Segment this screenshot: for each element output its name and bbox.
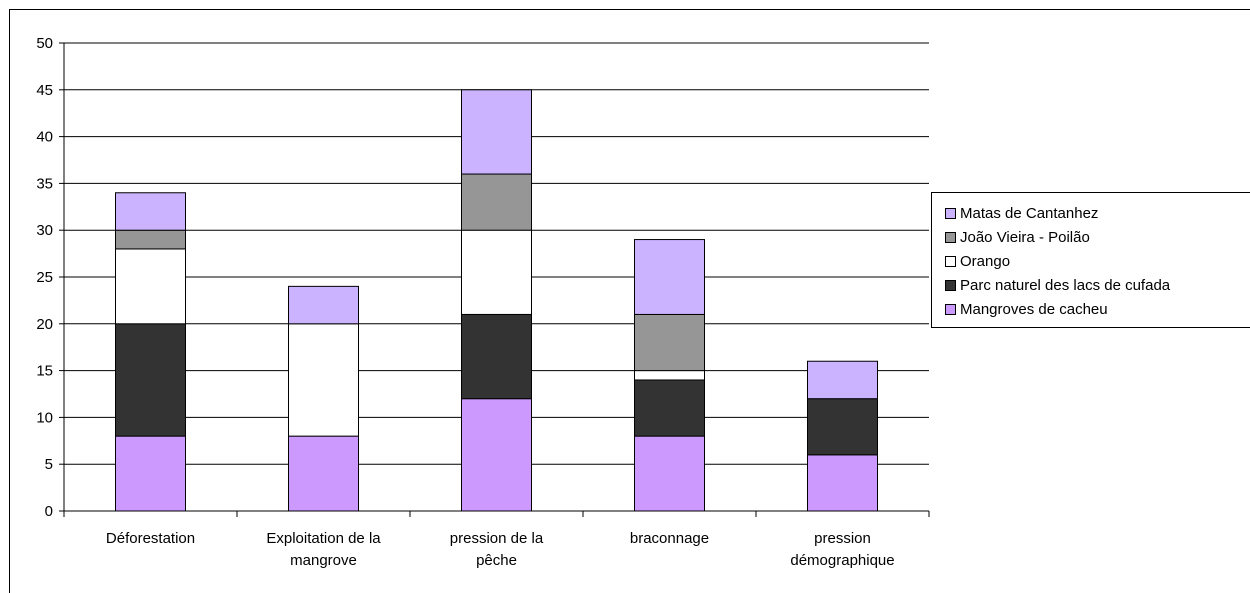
y-tick-label: 5	[45, 456, 53, 473]
bar-segment	[461, 229, 532, 315]
x-category-label: Déforestation	[106, 530, 195, 547]
y-tick-label: 15	[36, 363, 53, 380]
bar-segment	[461, 89, 532, 175]
bar-segment	[807, 398, 878, 456]
bar-segment	[115, 229, 186, 250]
bar-segment	[461, 313, 532, 400]
bar-segment	[461, 398, 532, 512]
legend-item: Parc naturel des lacs de cufada	[945, 275, 1170, 295]
legend-swatch	[945, 279, 956, 291]
legend-label: Matas de Cantanhez	[960, 204, 1099, 222]
legend: Matas de Cantanhez João Vieira - Poilão Or…	[931, 192, 1250, 328]
legend-label: Mangroves de cacheu	[960, 300, 1108, 318]
bar-segment	[288, 435, 359, 512]
y-tick-label: 35	[36, 175, 53, 192]
y-tick-label: 10	[36, 409, 53, 426]
legend-label: Parc naturel des lacs de cufada	[960, 276, 1171, 294]
y-tick-label: 30	[36, 222, 53, 239]
legend-item: Orango	[945, 251, 1010, 271]
y-tick-label: 0	[45, 503, 53, 520]
y-tick-label: 50	[36, 35, 53, 52]
bar-segment	[634, 370, 705, 381]
bar-segment	[115, 323, 186, 437]
y-tick-label: 20	[36, 316, 53, 333]
chart-area	[9, 9, 1250, 593]
legend-label: Orango	[960, 252, 1011, 270]
bar-segment	[807, 454, 878, 512]
bar-segment	[807, 360, 878, 400]
x-category-label: pression	[814, 530, 871, 547]
bar-segment	[461, 173, 532, 231]
legend-item: João Vieira - Poilão	[945, 227, 1090, 247]
legend-swatch	[945, 255, 956, 267]
x-category-label: Exploitation de la	[266, 530, 381, 547]
y-tick-label: 40	[36, 129, 53, 146]
legend-item: Mangroves de cacheu	[945, 299, 1108, 319]
legend-swatch	[945, 207, 956, 219]
x-category-label: mangrove	[290, 552, 357, 569]
y-tick-label: 25	[36, 269, 53, 286]
legend-swatch	[945, 303, 956, 315]
bar-segment	[634, 239, 705, 315]
legend-item: Matas de Cantanhez	[945, 203, 1098, 223]
bar-segment	[115, 248, 186, 325]
bar-segment	[634, 313, 705, 372]
bar-segment	[634, 379, 705, 437]
bar-segment	[115, 435, 186, 512]
x-category-label: pression de la	[450, 530, 544, 547]
bar-segment	[115, 192, 186, 231]
x-category-label: braconnage	[630, 530, 709, 547]
x-category-label: démographique	[790, 552, 894, 569]
bar-segment	[288, 323, 359, 437]
bar-segment	[288, 285, 359, 325]
x-category-label: pêche	[476, 552, 517, 569]
legend-swatch	[945, 231, 956, 243]
y-tick-label: 45	[36, 82, 53, 99]
legend-label: João Vieira - Poilão	[960, 228, 1090, 246]
bar-segment	[634, 435, 705, 512]
